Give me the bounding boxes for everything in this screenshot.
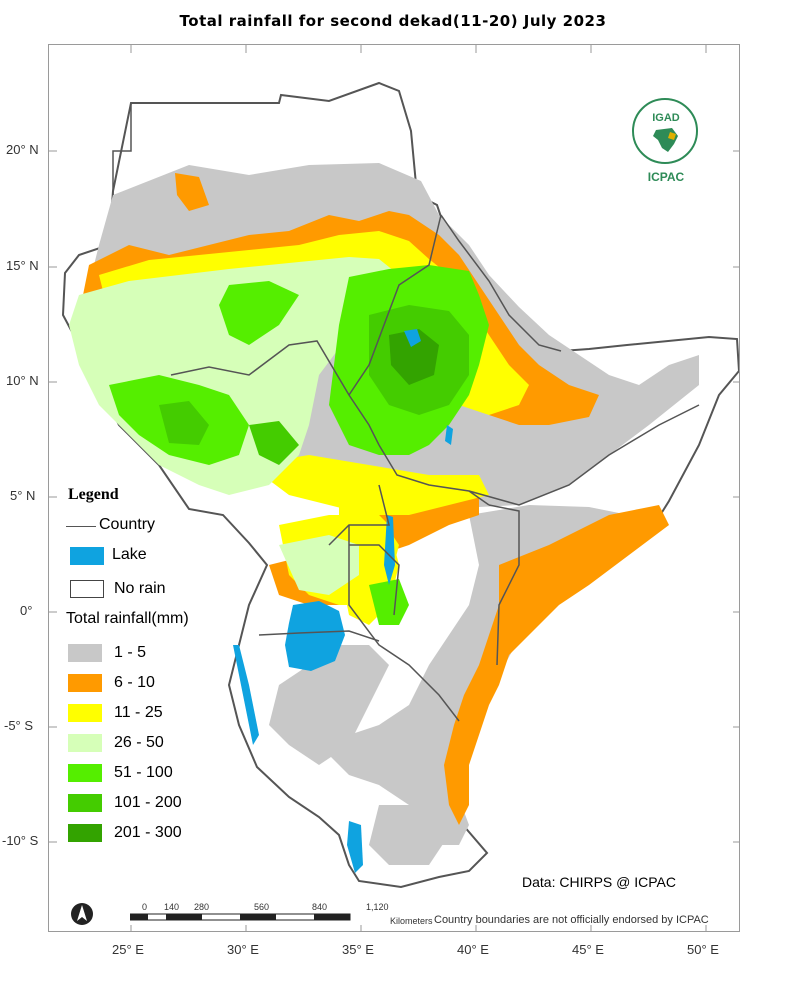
scale-tick: 560: [254, 902, 270, 912]
class-label: 1 - 5: [114, 644, 147, 661]
scale-tick: 840: [312, 902, 328, 912]
class-swatch: [68, 644, 102, 662]
north-arrow-icon: [71, 903, 93, 925]
legend-no-rain: No rain: [114, 580, 166, 597]
data-credit: Data: CHIRPS @ ICPAC: [522, 874, 676, 890]
lat-label: 5° N: [10, 488, 36, 503]
class-label: 51 - 100: [114, 764, 173, 781]
scale-tick: 0: [142, 902, 148, 912]
class-label: 11 - 25: [114, 704, 163, 721]
rainfall-map: [49, 45, 739, 931]
country-line-symbol: [66, 526, 96, 527]
class-swatch: [68, 674, 102, 692]
class-swatch: [68, 704, 102, 722]
scale-bar: 0 140 280 560 840 1,120 Kilometers: [130, 902, 440, 928]
legend-rainfall-title: Total rainfall(mm): [66, 610, 189, 627]
legend-country: Country: [99, 516, 156, 533]
africa-map-icon: [653, 128, 678, 152]
class-label: 201 - 300: [114, 824, 182, 841]
legend-lake: Lake: [112, 546, 147, 563]
boundary-disclaimer: Country boundaries are not officially en…: [434, 914, 709, 926]
scale-unit: Kilometers: [390, 916, 433, 926]
class-swatch: [68, 794, 102, 812]
map-title: Total rainfall for second dekad(11-20) J…: [179, 12, 607, 30]
map-frame: [48, 44, 740, 932]
logo-bottom-text: ICPAC: [647, 170, 685, 184]
class-label: 26 - 50: [114, 734, 164, 751]
lat-label: 15° N: [6, 258, 39, 273]
lon-label: 45° E: [572, 942, 604, 957]
scale-bar-graphic: [130, 913, 351, 921]
lon-label: 40° E: [457, 942, 489, 957]
class-label: 101 - 200: [114, 794, 182, 811]
legend-title: Legend: [68, 486, 119, 503]
lake-swatch: [70, 547, 104, 565]
lat-label: -5° S: [4, 718, 34, 733]
lon-label: 50° E: [687, 942, 719, 957]
scale-tick: 1,120: [366, 902, 389, 912]
no-rain-swatch: [70, 580, 104, 598]
scale-tick: 140: [164, 902, 180, 912]
class-label: 6 - 10: [114, 674, 155, 691]
class-swatch: [68, 734, 102, 752]
lon-label: 25° E: [112, 942, 144, 957]
lat-label: -10° S: [2, 833, 39, 848]
lat-label: 20° N: [6, 142, 39, 157]
lat-label: 0°: [20, 603, 33, 618]
lat-label: 10° N: [6, 373, 39, 388]
class-swatch: [68, 824, 102, 842]
lon-label: 35° E: [342, 942, 374, 957]
scale-tick: 280: [194, 902, 210, 912]
igad-icpac-logo: IGAD ICPAC: [628, 94, 704, 188]
logo-top-text: IGAD: [652, 112, 680, 124]
class-swatch: [68, 764, 102, 782]
logo-ring: [632, 98, 698, 164]
lon-label: 30° E: [227, 942, 259, 957]
